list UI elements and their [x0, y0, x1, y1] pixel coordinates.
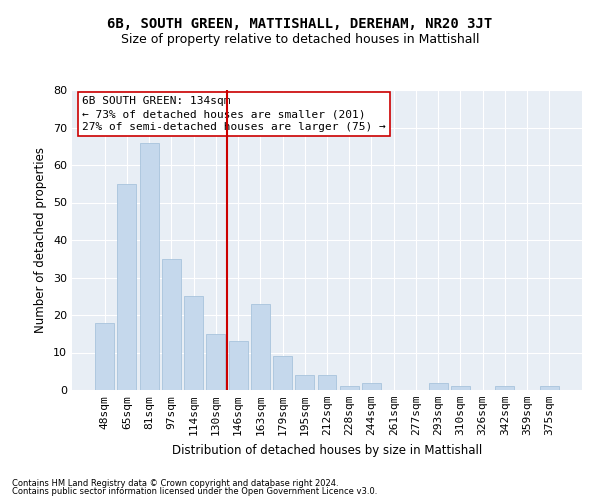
Bar [540, 386, 559, 390]
Bar [229, 341, 248, 390]
Text: 6B SOUTH GREEN: 134sqm
← 73% of detached houses are smaller (201)
27% of semi-de: 6B SOUTH GREEN: 134sqm ← 73% of detached… [82, 96, 386, 132]
Bar [95, 322, 114, 390]
Bar [429, 382, 448, 390]
Bar [140, 142, 158, 390]
Bar [273, 356, 292, 390]
Bar [162, 259, 181, 390]
Bar [362, 382, 381, 390]
Bar [451, 386, 470, 390]
Text: Contains HM Land Registry data © Crown copyright and database right 2024.: Contains HM Land Registry data © Crown c… [12, 478, 338, 488]
Bar [295, 375, 314, 390]
X-axis label: Distribution of detached houses by size in Mattishall: Distribution of detached houses by size … [172, 444, 482, 456]
Bar [206, 334, 225, 390]
Bar [317, 375, 337, 390]
Y-axis label: Number of detached properties: Number of detached properties [34, 147, 47, 333]
Text: Size of property relative to detached houses in Mattishall: Size of property relative to detached ho… [121, 32, 479, 46]
Bar [118, 184, 136, 390]
Bar [184, 296, 203, 390]
Bar [496, 386, 514, 390]
Text: Contains public sector information licensed under the Open Government Licence v3: Contains public sector information licen… [12, 487, 377, 496]
Text: 6B, SOUTH GREEN, MATTISHALL, DEREHAM, NR20 3JT: 6B, SOUTH GREEN, MATTISHALL, DEREHAM, NR… [107, 18, 493, 32]
Bar [251, 304, 270, 390]
Bar [340, 386, 359, 390]
